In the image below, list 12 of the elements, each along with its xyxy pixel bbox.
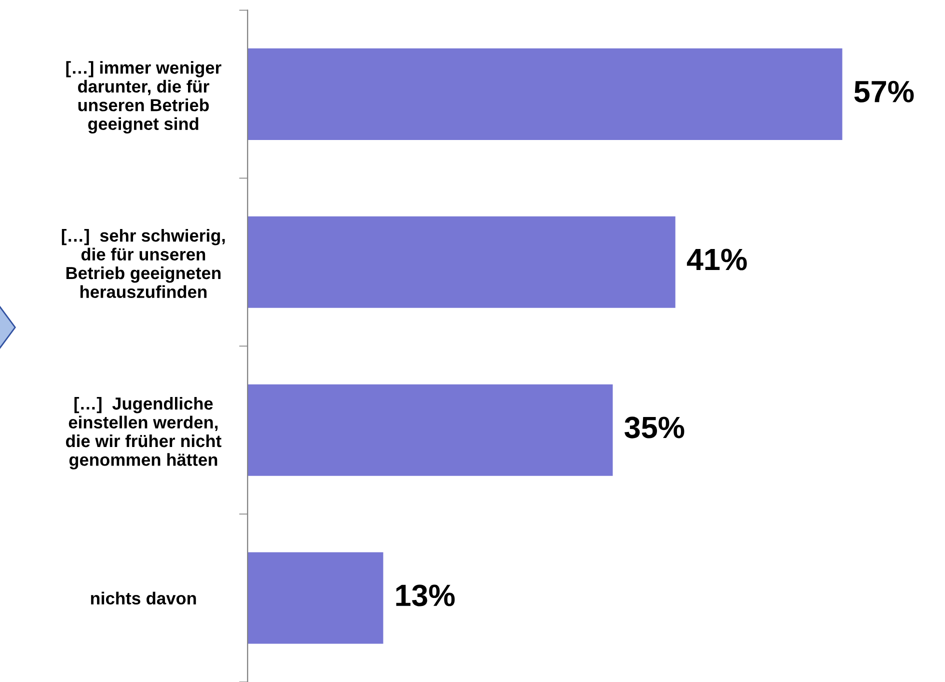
bar — [248, 552, 384, 644]
bar — [248, 384, 613, 476]
data-label: 13% — [396, 584, 455, 606]
data-label: 41% — [686, 248, 747, 270]
bar — [248, 48, 842, 140]
y-tick-label: nichts davon — [91, 592, 196, 604]
y-tick-label: […] immer weniger darunter, die für unseren Betrieb geeignet sind — [66, 61, 222, 134]
y-tick-label: […] Jugendliche einstellen werden, die wir früher nicht genommen hätten — [66, 396, 222, 470]
data-label: 57% — [854, 80, 914, 102]
bar — [248, 216, 676, 308]
y-tick-label: […] sehr schwierig, die für unseren Betrieb geeigneten herauszufinden — [62, 228, 225, 298]
data-label: 35% — [624, 416, 684, 438]
